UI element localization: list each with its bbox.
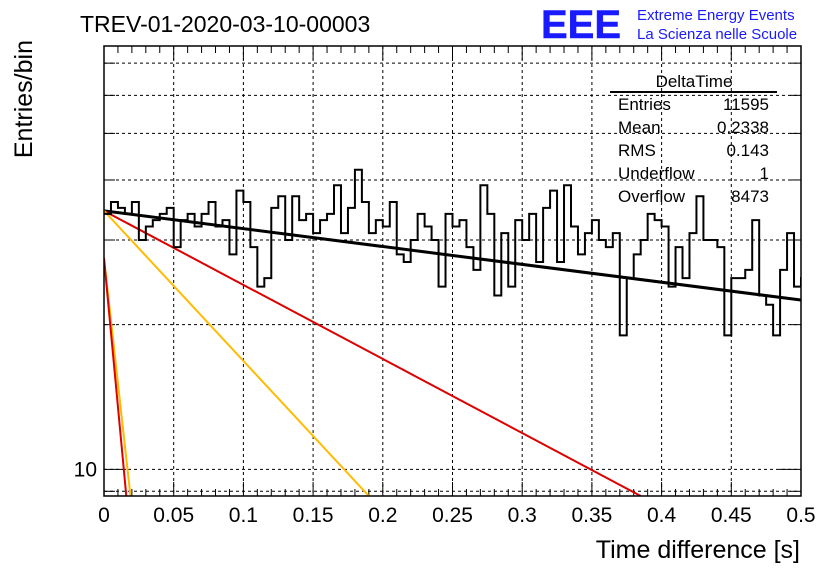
eee-logo-mark: EEE [541,3,621,47]
fit-curve-3 [104,210,370,496]
y-tick-label: 10 [74,458,97,481]
x-tick-label: 0.35 [571,504,612,527]
x-tick-label: 0.1 [229,504,258,527]
stats-value: 11595 [723,95,769,114]
x-tick-label: 0.05 [153,504,194,527]
y-axis-label: Entries/bin [10,40,38,158]
stats-box-title: DeltaTime [656,72,733,91]
grid-lines [104,46,801,496]
stats-label: Mean [618,118,661,137]
x-tick-label: 0.15 [293,504,334,527]
stats-label: Entries [618,95,671,114]
x-tick-label: 0.3 [508,504,537,527]
fit-curve-5 [104,258,128,496]
stats-label: RMS [618,141,656,160]
stats-label: Overflow [618,187,686,206]
stats-value: 0.2338 [717,118,769,137]
x-tick-label: 0.4 [647,504,677,527]
eee-logo: EEE Extreme Energy Events La Scienza nel… [541,3,797,48]
eee-logo-line1: Extreme Energy Events [637,7,795,24]
stats-box: DeltaTime Entries 11595 Mean 0.2338 RMS 0.143… [610,72,777,206]
stats-value: 8473 [731,187,769,206]
stats-label: Underflow [618,164,695,183]
plot-frame [103,45,802,497]
y-axis-ticks [104,62,801,492]
eee-logo-line2: La Scienza nelle Scuole [637,26,797,43]
histogram-deltatime [104,168,801,337]
x-axis-tick-labels: 0 0.05 0.1 0.15 0.2 0.25 0.3 0.35 0.4 0.45 0.5 [98,504,815,527]
x-tick-label: 0 [98,504,110,527]
x-axis-label: Time difference [s] [596,536,800,564]
fit-curve-2 [104,209,642,496]
x-tick-label: 0.45 [711,504,752,527]
x-tick-label: 0.2 [368,504,397,527]
x-tick-label: 0.25 [432,504,473,527]
y-axis-tick-labels: 10 [74,458,97,481]
stats-value: 0.143 [726,141,769,160]
x-axis-ticks [103,46,802,496]
x-tick-label: 0.5 [786,504,815,527]
chart-title: TREV-01-2020-03-10-00003 [80,11,370,37]
stats-value: 1 [760,164,769,183]
